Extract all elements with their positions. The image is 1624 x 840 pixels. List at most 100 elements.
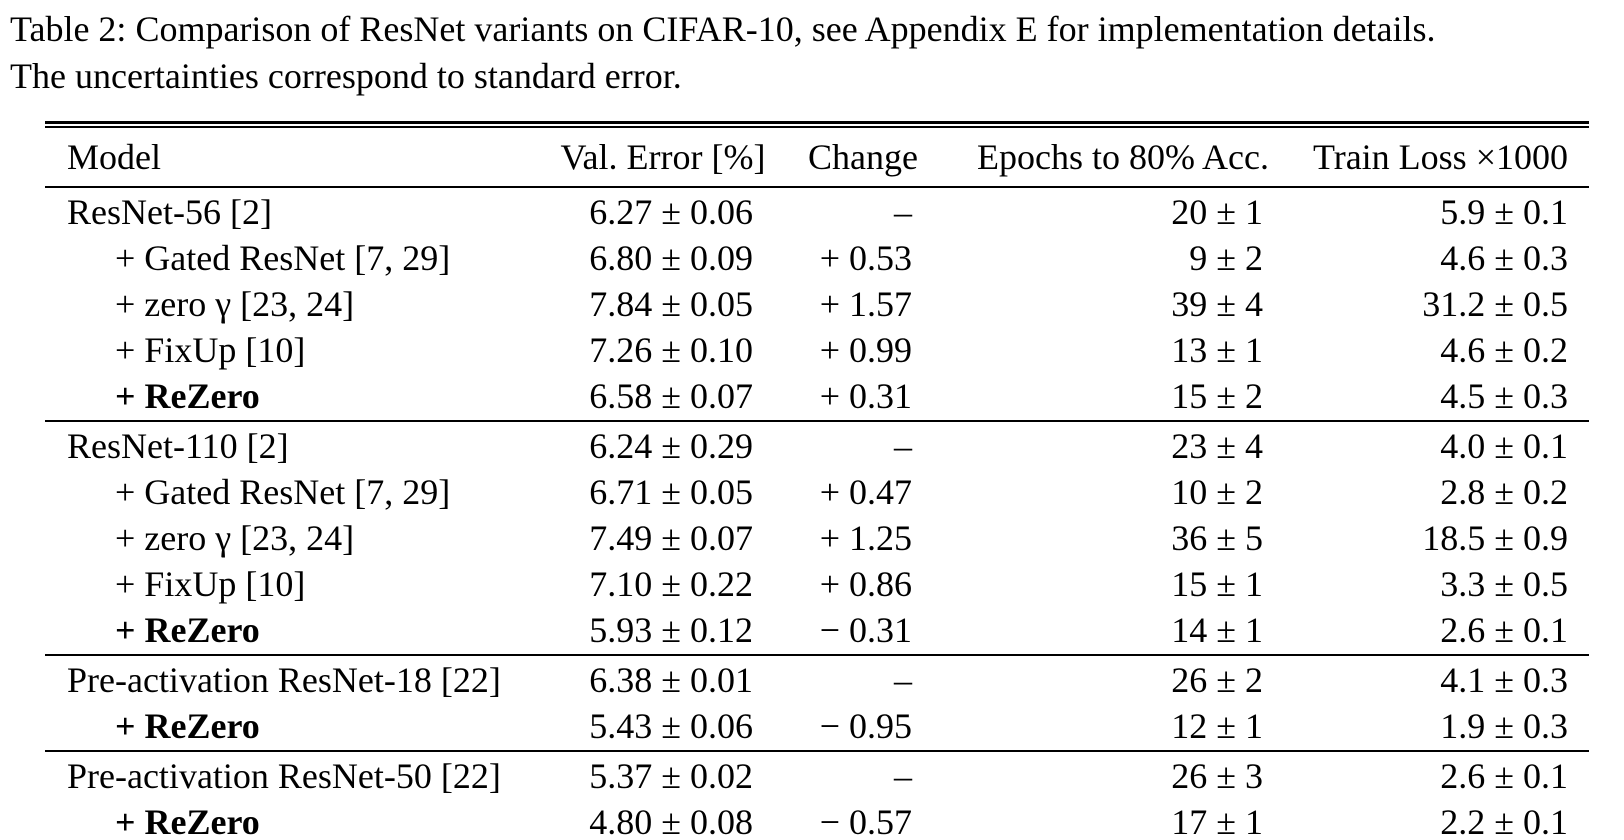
train-loss-cell: 2.6 ± 0.1: [1440, 756, 1568, 796]
change-cell: + 0.47: [819, 472, 912, 512]
epochs-cell: 26 ± 2: [1171, 660, 1263, 700]
col-header-train-loss: Train Loss ×1000: [1312, 137, 1568, 177]
val-error-cell: 6.27 ± 0.06: [589, 192, 753, 232]
header-row: Model Val. Error [%] Change Epochs to 80…: [45, 128, 1589, 187]
model-cell: + FixUp [10]: [115, 330, 306, 370]
table-row: + ReZero 4.80 ± 0.08 − 0.57 17 ± 1 2.2 ±…: [45, 799, 1589, 840]
train-loss-cell: 3.3 ± 0.5: [1440, 564, 1568, 604]
table-row: Pre-activation ResNet-18 [22] 6.38 ± 0.0…: [45, 655, 1589, 703]
val-error-cell: 4.80 ± 0.08: [589, 802, 753, 840]
model-cell: ResNet-56 [2]: [67, 192, 272, 232]
train-loss-cell: 18.5 ± 0.9: [1422, 518, 1568, 558]
val-error-cell: 7.84 ± 0.05: [589, 284, 753, 324]
change-cell: − 0.57: [819, 802, 912, 840]
val-error-cell: 6.38 ± 0.01: [589, 660, 753, 700]
results-table-wrap: Model Val. Error [%] Change Epochs to 80…: [45, 121, 1589, 840]
epochs-cell: 13 ± 1: [1171, 330, 1263, 370]
table-row: + FixUp [10] 7.10 ± 0.22 + 0.86 15 ± 1 3…: [45, 561, 1589, 607]
val-error-cell: 6.71 ± 0.05: [589, 472, 753, 512]
model-cell: + zero γ [23, 24]: [115, 518, 355, 558]
model-cell: + ReZero: [115, 706, 260, 746]
epochs-cell: 26 ± 3: [1171, 756, 1263, 796]
change-cell: + 0.53: [819, 238, 912, 278]
change-cell: –: [894, 192, 912, 232]
change-cell: + 0.31: [819, 376, 912, 416]
model-cell: + Gated ResNet [7, 29]: [115, 472, 451, 512]
table-section-4: Pre-activation ResNet-50 [22] 5.37 ± 0.0…: [45, 751, 1589, 840]
train-loss-cell: 4.6 ± 0.3: [1440, 238, 1568, 278]
table-row: ResNet-110 [2] 6.24 ± 0.29 – 23 ± 4 4.0 …: [45, 421, 1589, 469]
table-row: ResNet-56 [2] 6.27 ± 0.06 – 20 ± 1 5.9 ±…: [45, 187, 1589, 235]
epochs-cell: 36 ± 5: [1171, 518, 1263, 558]
change-cell: –: [894, 426, 912, 466]
train-loss-cell: 2.6 ± 0.1: [1440, 610, 1568, 650]
train-loss-cell: 4.6 ± 0.2: [1440, 330, 1568, 370]
epochs-cell: 15 ± 2: [1171, 376, 1263, 416]
table-row: + ReZero 5.43 ± 0.06 − 0.95 12 ± 1 1.9 ±…: [45, 703, 1589, 751]
model-cell: Pre-activation ResNet-18 [22]: [67, 660, 501, 700]
train-loss-cell: 31.2 ± 0.5: [1422, 284, 1568, 324]
val-error-cell: 7.26 ± 0.10: [589, 330, 753, 370]
val-error-cell: 6.58 ± 0.07: [589, 376, 753, 416]
train-loss-cell: 4.5 ± 0.3: [1440, 376, 1568, 416]
table-row: Pre-activation ResNet-50 [22] 5.37 ± 0.0…: [45, 751, 1589, 799]
epochs-cell: 12 ± 1: [1171, 706, 1263, 746]
change-cell: − 0.31: [819, 610, 912, 650]
change-cell: − 0.95: [819, 706, 912, 746]
model-cell: + ReZero: [115, 610, 260, 650]
train-loss-cell: 4.1 ± 0.3: [1440, 660, 1568, 700]
train-loss-cell: 2.8 ± 0.2: [1440, 472, 1568, 512]
change-cell: + 1.25: [819, 518, 912, 558]
table-top-rule: [45, 121, 1589, 128]
col-header-change: Change: [808, 137, 918, 177]
results-table: Model Val. Error [%] Change Epochs to 80…: [45, 128, 1589, 840]
table-header: Model Val. Error [%] Change Epochs to 80…: [45, 128, 1589, 187]
change-cell: + 0.86: [819, 564, 912, 604]
change-cell: –: [894, 756, 912, 796]
epochs-cell: 17 ± 1: [1171, 802, 1263, 840]
change-cell: + 1.57: [819, 284, 912, 324]
caption-line-1: Table 2: Comparison of ResNet variants o…: [10, 9, 1436, 49]
val-error-cell: 6.24 ± 0.29: [589, 426, 753, 466]
model-cell: + zero γ [23, 24]: [115, 284, 355, 324]
col-header-val-error: Val. Error [%]: [560, 137, 766, 177]
table-row: + zero γ [23, 24] 7.84 ± 0.05 + 1.57 39 …: [45, 281, 1589, 327]
change-cell: –: [894, 660, 912, 700]
table-row: + FixUp [10] 7.26 ± 0.10 + 0.99 13 ± 1 4…: [45, 327, 1589, 373]
table-section-2: ResNet-110 [2] 6.24 ± 0.29 – 23 ± 4 4.0 …: [45, 421, 1589, 655]
top-rule-line-2: [45, 126, 1589, 128]
val-error-cell: 7.49 ± 0.07: [589, 518, 753, 558]
train-loss-cell: 4.0 ± 0.1: [1440, 426, 1568, 466]
model-cell: + ReZero: [115, 802, 260, 840]
train-loss-cell: 2.2 ± 0.1: [1440, 802, 1568, 840]
val-error-cell: 5.43 ± 0.06: [589, 706, 753, 746]
epochs-cell: 39 ± 4: [1171, 284, 1263, 324]
epochs-cell: 14 ± 1: [1171, 610, 1263, 650]
model-cell: ResNet-110 [2]: [67, 426, 289, 466]
model-cell: + Gated ResNet [7, 29]: [115, 238, 451, 278]
model-cell: + FixUp [10]: [115, 564, 306, 604]
table-section-3: Pre-activation ResNet-18 [22] 6.38 ± 0.0…: [45, 655, 1589, 751]
table-row: + ReZero 6.58 ± 0.07 + 0.31 15 ± 2 4.5 ±…: [45, 373, 1589, 421]
epochs-cell: 10 ± 2: [1171, 472, 1263, 512]
epochs-cell: 9 ± 2: [1189, 238, 1263, 278]
val-error-cell: 5.93 ± 0.12: [589, 610, 753, 650]
table-section-1: ResNet-56 [2] 6.27 ± 0.06 – 20 ± 1 5.9 ±…: [45, 187, 1589, 421]
model-cell: + ReZero: [115, 376, 260, 416]
col-header-epochs: Epochs to 80% Acc.: [977, 137, 1269, 177]
table-row: + Gated ResNet [7, 29] 6.80 ± 0.09 + 0.5…: [45, 235, 1589, 281]
val-error-cell: 7.10 ± 0.22: [589, 564, 753, 604]
epochs-cell: 20 ± 1: [1171, 192, 1263, 232]
val-error-cell: 5.37 ± 0.02: [589, 756, 753, 796]
col-header-model: Model: [67, 137, 161, 177]
train-loss-cell: 5.9 ± 0.1: [1440, 192, 1568, 232]
top-rule-line-1: [45, 121, 1589, 124]
table-row: + Gated ResNet [7, 29] 6.71 ± 0.05 + 0.4…: [45, 469, 1589, 515]
train-loss-cell: 1.9 ± 0.3: [1440, 706, 1568, 746]
change-cell: + 0.99: [819, 330, 912, 370]
model-cell: Pre-activation ResNet-50 [22]: [67, 756, 501, 796]
table-caption: Table 2: Comparison of ResNet variants o…: [10, 6, 1614, 100]
table-row: + zero γ [23, 24] 7.49 ± 0.07 + 1.25 36 …: [45, 515, 1589, 561]
table-row: + ReZero 5.93 ± 0.12 − 0.31 14 ± 1 2.6 ±…: [45, 607, 1589, 655]
